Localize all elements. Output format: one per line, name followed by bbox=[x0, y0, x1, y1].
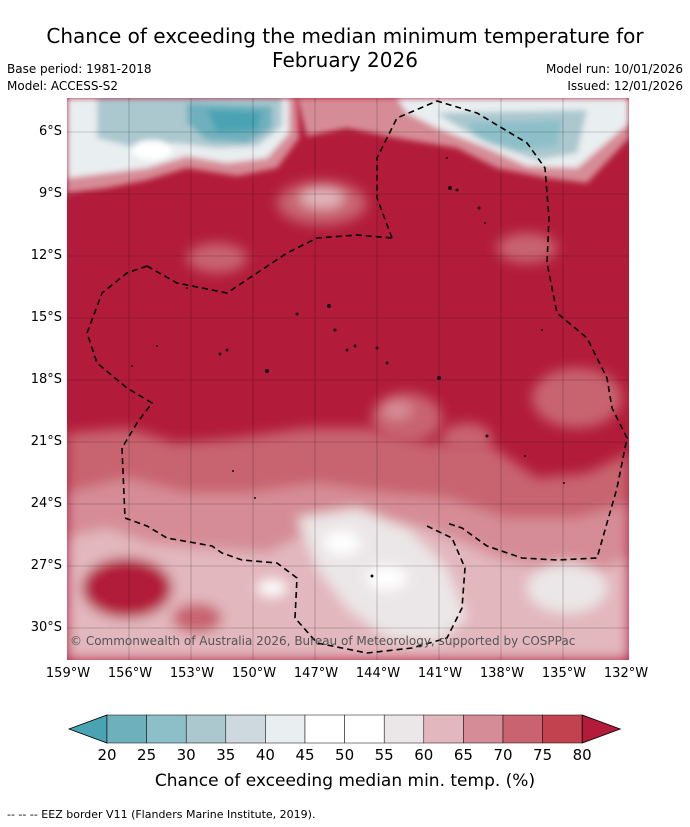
colorbar-tick-label: 55 bbox=[374, 746, 394, 764]
colorbar-cell bbox=[304, 714, 345, 744]
colorbar-tick-label: 30 bbox=[176, 746, 196, 764]
lat-tick-12s: 12°S bbox=[30, 248, 62, 263]
probability-map bbox=[67, 98, 629, 660]
lat-tick-9s: 9°S bbox=[38, 186, 62, 201]
lat-tick-6s: 6°S bbox=[38, 124, 62, 139]
lon-tick-132w: 132°W bbox=[603, 666, 649, 681]
lat-tick-21s: 21°S bbox=[30, 434, 62, 449]
islands bbox=[131, 157, 565, 578]
lat-tick-30s: 30°S bbox=[30, 620, 62, 635]
colorbar-cell bbox=[106, 714, 147, 744]
copyright-notice: © Commonwealth of Australia 2026, Bureau… bbox=[70, 634, 576, 648]
lon-tick-153w: 153°W bbox=[169, 666, 215, 681]
colorbar-tick-label: 80 bbox=[572, 746, 592, 764]
colorbar-cell bbox=[542, 714, 583, 744]
colorbar-tick-label: 60 bbox=[414, 746, 434, 764]
colorbar-cell bbox=[463, 714, 504, 744]
eez-borders bbox=[86, 100, 628, 654]
colorbar-extend-high bbox=[581, 714, 622, 744]
colorbar-cell bbox=[383, 714, 425, 744]
colorbar-cell bbox=[344, 714, 385, 744]
colorbar-tick-label: 45 bbox=[295, 746, 315, 764]
map-title-line2: February 2026 bbox=[272, 48, 418, 72]
lon-tick-147w: 147°W bbox=[293, 666, 339, 681]
model-run: Model run: 10/01/2026 bbox=[545, 62, 683, 76]
lat-tick-27s: 27°S bbox=[30, 558, 62, 573]
colorbar-title: Chance of exceeding median min. temp. (%… bbox=[154, 771, 536, 791]
graticule bbox=[67, 98, 629, 660]
colorbar-tick-label: 25 bbox=[137, 746, 157, 764]
top-left-anomaly bbox=[67, 98, 299, 193]
colorbar bbox=[67, 714, 622, 744]
colorbar-tick-label: 75 bbox=[533, 746, 553, 764]
lon-tick-144w: 144°W bbox=[355, 666, 401, 681]
colorbar-cell bbox=[225, 714, 266, 744]
colorbar-tick-label: 50 bbox=[335, 746, 355, 764]
colorbar-cell bbox=[423, 714, 464, 744]
colorbar-tick-label: 70 bbox=[493, 746, 513, 764]
mid-patches bbox=[187, 181, 622, 453]
southern-anomaly bbox=[67, 428, 629, 660]
colorbar-cell bbox=[502, 714, 543, 744]
colorbar-tick-label: 65 bbox=[453, 746, 473, 764]
lon-tick-150w: 150°W bbox=[231, 666, 277, 681]
model-name: Model: ACCESS-S2 bbox=[7, 79, 119, 93]
map-title-line1: Chance of exceeding the median minimum t… bbox=[46, 24, 644, 48]
top-right-anomaly bbox=[297, 98, 629, 183]
lon-tick-138w: 138°W bbox=[479, 666, 525, 681]
lon-tick-135w: 135°W bbox=[541, 666, 587, 681]
lon-tick-159w: 159°W bbox=[45, 666, 91, 681]
map-svg bbox=[67, 98, 629, 660]
colorbar-tick-label: 20 bbox=[97, 746, 117, 764]
colorbar-extend-low bbox=[67, 714, 108, 744]
eez-legend: -- -- -- EEZ border V11 (Flanders Marine… bbox=[7, 808, 316, 821]
colorbar-cell bbox=[146, 714, 187, 744]
lon-tick-156w: 156°W bbox=[107, 666, 153, 681]
lat-tick-24s: 24°S bbox=[30, 496, 62, 511]
colorbar-cell bbox=[265, 714, 306, 744]
lon-tick-141w: 141°W bbox=[417, 666, 463, 681]
issued-date: Issued: 12/01/2026 bbox=[567, 79, 683, 93]
lat-tick-18s: 18°S bbox=[30, 372, 62, 387]
lat-tick-15s: 15°S bbox=[30, 310, 62, 325]
colorbar-cell bbox=[185, 714, 227, 744]
base-period: Base period: 1981-2018 bbox=[7, 62, 152, 76]
colorbar-tick-label: 40 bbox=[255, 746, 275, 764]
colorbar-tick-label: 35 bbox=[216, 746, 236, 764]
